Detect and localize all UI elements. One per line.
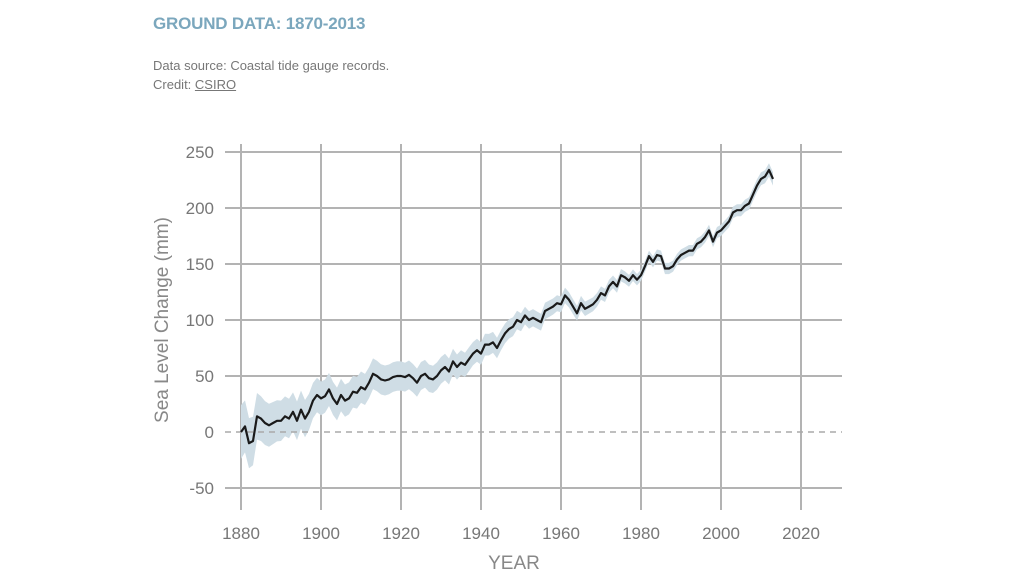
y-tick-label: 100	[186, 311, 214, 330]
credit-label: Credit:	[153, 77, 195, 92]
y-tick-label: 0	[205, 423, 214, 442]
chart-title: GROUND DATA: 1870-2013	[153, 14, 366, 33]
x-tick-label: 2000	[702, 524, 740, 543]
x-tick-label: 1880	[222, 524, 260, 543]
y-axis-label: Sea Level Change (mm)	[152, 217, 173, 423]
source-block: Data source: Coastal tide gauge records.…	[153, 56, 389, 94]
x-tick-labels: 1880 1900 1920 1940 1960 1980 2000 2020	[222, 524, 820, 543]
x-tick-label: 1920	[382, 524, 420, 543]
data-source-text: Data source: Coastal tide gauge records.	[153, 58, 390, 73]
x-axis-label: YEAR	[488, 553, 540, 574]
sea-level-line	[240, 168, 775, 445]
x-tick-label: 2020	[782, 524, 820, 543]
x-tick-label: 1980	[622, 524, 660, 543]
x-tick-label: 1940	[462, 524, 500, 543]
y-tick-labels: -50 0 50 100 150 200 250	[186, 143, 214, 498]
y-tick-label: 200	[186, 199, 214, 218]
y-tick-label: 250	[186, 143, 214, 162]
x-tick-label: 1900	[302, 524, 340, 543]
credit-line: Credit: CSIRO	[153, 75, 389, 94]
credit-link[interactable]: CSIRO	[194, 77, 237, 92]
x-tick-label: 1960	[542, 524, 580, 543]
y-tick-label: 50	[195, 367, 214, 386]
y-tick-label: -50	[189, 479, 214, 498]
y-tick-label: 150	[186, 255, 214, 274]
